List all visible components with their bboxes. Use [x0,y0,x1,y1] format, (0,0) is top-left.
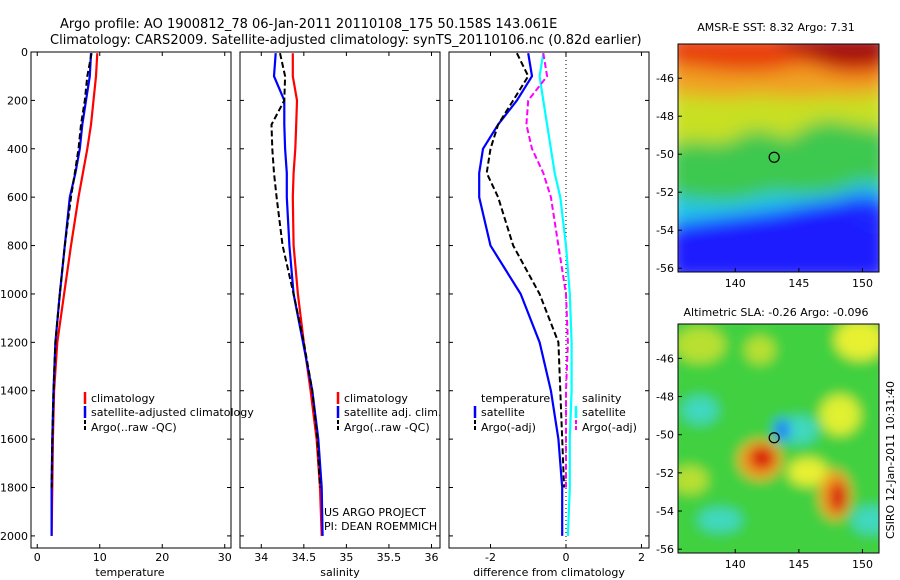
legend-label-temp-satellite: satellite [481,406,525,419]
y-tick-label: 1800 [0,482,28,495]
map-y-tick-label: -56 [656,543,674,556]
y-tick-label: 0 [21,46,28,59]
x-tick-label: 34 [254,551,268,564]
legend-title-salinity: salinity [582,392,622,405]
timestamp-label: CSIRO 12-Jan-2011 10:31:40 [884,381,897,539]
temperature-xlabel: temperature [95,566,164,579]
legend-label-argo: Argo(..raw -QC) [344,421,430,434]
series-line-argo-raw-qc- [50,53,93,488]
salinity-legend: climatology satellite adj. clim. Argo(..… [336,392,441,434]
credit-pi: PI: DEAN ROEMMICH [324,520,437,533]
x-tick-label: -2 [485,551,496,564]
y-tick-label: 600 [7,191,28,204]
map-y-tick-label: -54 [656,224,674,237]
map-x-tick-label: 140 [725,277,746,290]
salinity-panel: 34 34.5 35 35.5 36 [240,51,440,564]
series-line-temperature-satellite [478,53,564,536]
y-tick-label: 200 [7,94,28,107]
legend-label-climatology: climatology [344,392,408,405]
legend-label-argo: Argo(..raw -QC) [91,421,177,434]
x-tick-label: 35 [339,551,353,564]
legend-label-satellite: satellite adj. clim. [344,406,441,419]
series-line-climatology [291,53,323,536]
sla-map-axes [677,323,880,554]
difference-panel: -2 0 2 [449,51,649,564]
sst-map-axes [677,43,880,273]
map-y-tick-label: -54 [656,505,674,518]
y-tick-label: 1400 [0,385,28,398]
figure-title-line1: Argo profile: AO 1900812_78 06-Jan-2011 … [60,17,557,32]
figure-title-line2: Climatology: CARS2009. Satellite-adjuste… [50,33,642,48]
map-x-tick-label: 145 [788,277,809,290]
y-tick-label: 800 [7,240,28,253]
x-tick-label: 0 [34,551,41,564]
difference-axes [448,51,650,549]
x-tick-label: 35.5 [377,551,402,564]
map-x-tick-label: 140 [725,558,746,571]
sst-float-marker [768,151,780,163]
x-tick-label: 10 [93,551,107,564]
temperature-legend: climatology satellite-adjusted climatolo… [83,392,254,434]
sla-map-title: Altimetric SLA: -0.26 Argo: -0.096 [684,306,869,319]
series-line-temperature-argo-adj- [485,52,566,488]
difference-xlabel: difference from climatology [473,566,625,579]
map-y-tick-label: -46 [656,352,674,365]
map-y-tick-label: -56 [656,262,674,275]
series-line-satellite-adj-clim- [272,53,324,536]
sla-map-ticks: 140 145 150 -46 -48 -50 -52 -54 -56 [656,352,873,571]
legend-label-sal-satellite: satellite [582,406,626,419]
y-tick-label: 400 [7,143,28,156]
x-tick-label: 0 [562,551,569,564]
map-y-tick-label: -48 [656,110,674,123]
temperature-panel: 0 10 20 30 0 200 400 600 800 1000 1200 1400 1600 1800… [0,46,232,564]
legend-label-temp-argo: Argo(-adj) [481,421,536,434]
sst-heatmap [678,44,879,272]
map-y-tick-label: -50 [656,148,674,161]
legend-label-climatology: climatology [91,392,155,405]
map-y-tick-label: -52 [656,186,674,199]
y-tick-label: 1600 [0,433,28,446]
legend-title-temperature: temperature [481,392,550,405]
x-tick-label: 34.5 [292,551,317,564]
difference-legend: temperature satellite Argo(-adj) salinit… [473,392,637,434]
x-tick-label: 36 [424,551,438,564]
x-tick-label: 30 [218,551,232,564]
y-tick-label: 1000 [0,288,28,301]
y-tick-label: 2000 [0,530,28,543]
map-x-tick-label: 150 [852,558,873,571]
sla-heatmap [678,324,879,553]
credit-project: US ARGO PROJECT [324,506,426,519]
map-y-tick-label: -46 [656,72,674,85]
salinity-xlabel: salinity [320,566,360,579]
series-line-salinity-satellite [538,53,573,536]
salinity-axes [239,51,441,549]
series-line-argo-raw-qc- [270,52,321,488]
legend-label-satellite: satellite-adjusted climatology [91,406,254,419]
sst-map-ticks: 140 145 150 -46 -48 -50 -52 -54 -56 [656,72,873,290]
sla-float-marker [768,432,780,444]
series-line-salinity-argo-adj- [525,53,569,488]
x-tick-label: 2 [638,551,645,564]
y-tick-label: 1200 [0,336,28,349]
sst-map-title: AMSR-E SST: 8.32 Argo: 7.31 [697,21,855,34]
x-tick-label: 20 [155,551,169,564]
map-x-tick-label: 150 [852,277,873,290]
map-x-tick-label: 145 [788,558,809,571]
map-y-tick-label: -50 [656,429,674,442]
map-y-tick-label: -48 [656,391,674,404]
legend-label-sal-argo: Argo(-adj) [582,421,637,434]
map-y-tick-label: -52 [656,467,674,480]
temperature-axes [30,51,232,549]
